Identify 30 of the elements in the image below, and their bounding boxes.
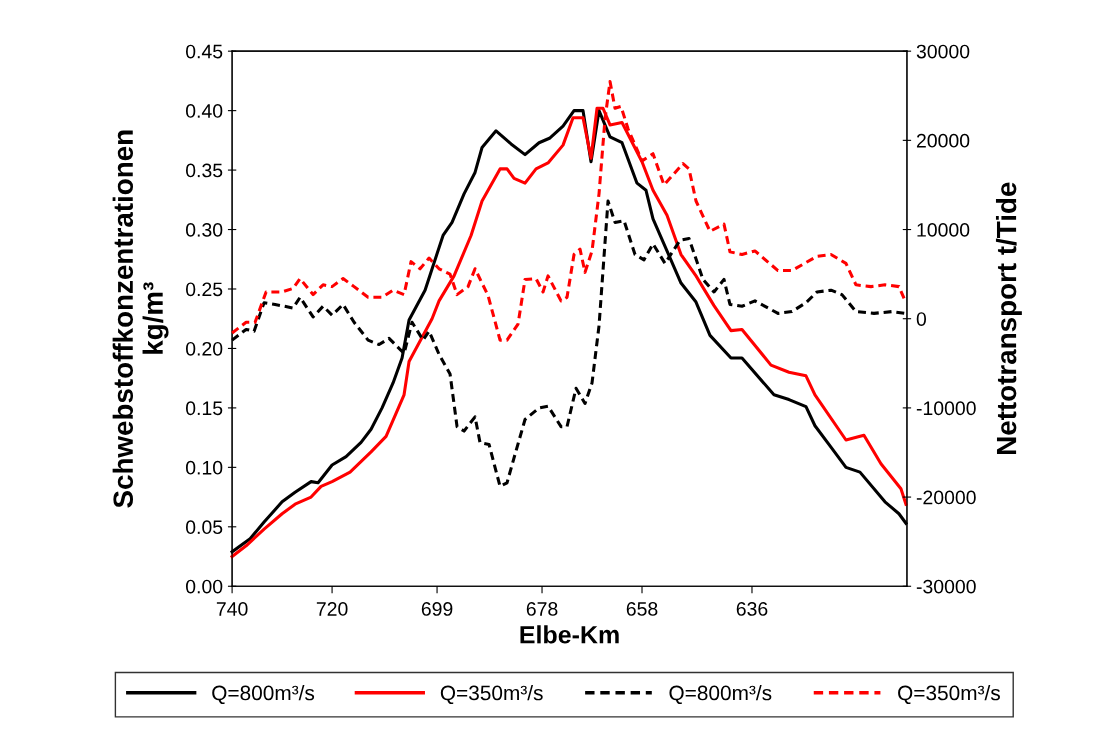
y-tick-label: 0.40 [185,104,223,118]
legend-label: Q=800m³/s [212,685,315,705]
legend-label: Q=350m³/s [440,685,543,705]
y2-tick-label: 10000 [917,223,970,237]
x-tick-label: 678 [526,602,558,616]
y-tick-label: 0.45 [185,44,223,59]
x-tick-label: 636 [736,602,768,616]
x-axis-title: Elbe-Km [520,625,619,644]
y-tick-label: 0.20 [185,341,223,356]
y2-tick-label: 0 [916,312,927,326]
y2-tick-label: -20000 [916,490,976,505]
y-axis-title: Schwebstoffkonzentrationen kg/m³ [112,130,169,508]
legend-label: Q=350m³/s [898,685,1000,705]
y-tick-label: 0.15 [185,401,223,416]
y-tick-label: 0.00 [185,579,223,594]
x-tick-label: 740 [216,602,248,616]
y-tick-label: 0.25 [185,282,223,297]
x-tick-label: 699 [421,602,453,616]
y2-tick-label: -30000 [916,579,976,594]
y-tick-label: 0.05 [185,520,223,535]
legend-label: Q=800m³/s [669,685,772,705]
y-tick-label: 0.30 [185,223,223,237]
y-tick-label: 0.10 [185,460,223,475]
x-tick-label: 658 [626,602,658,616]
y2-tick-label: 20000 [916,133,970,148]
y2-axis-title: Nettotransport t/Tide [995,182,1022,454]
y2-tick-label: 30000 [916,44,970,59]
x-tick-label: 720 [316,602,348,616]
y-tick-label: 0.35 [185,163,223,178]
y2-tick-label: -10000 [916,401,976,416]
